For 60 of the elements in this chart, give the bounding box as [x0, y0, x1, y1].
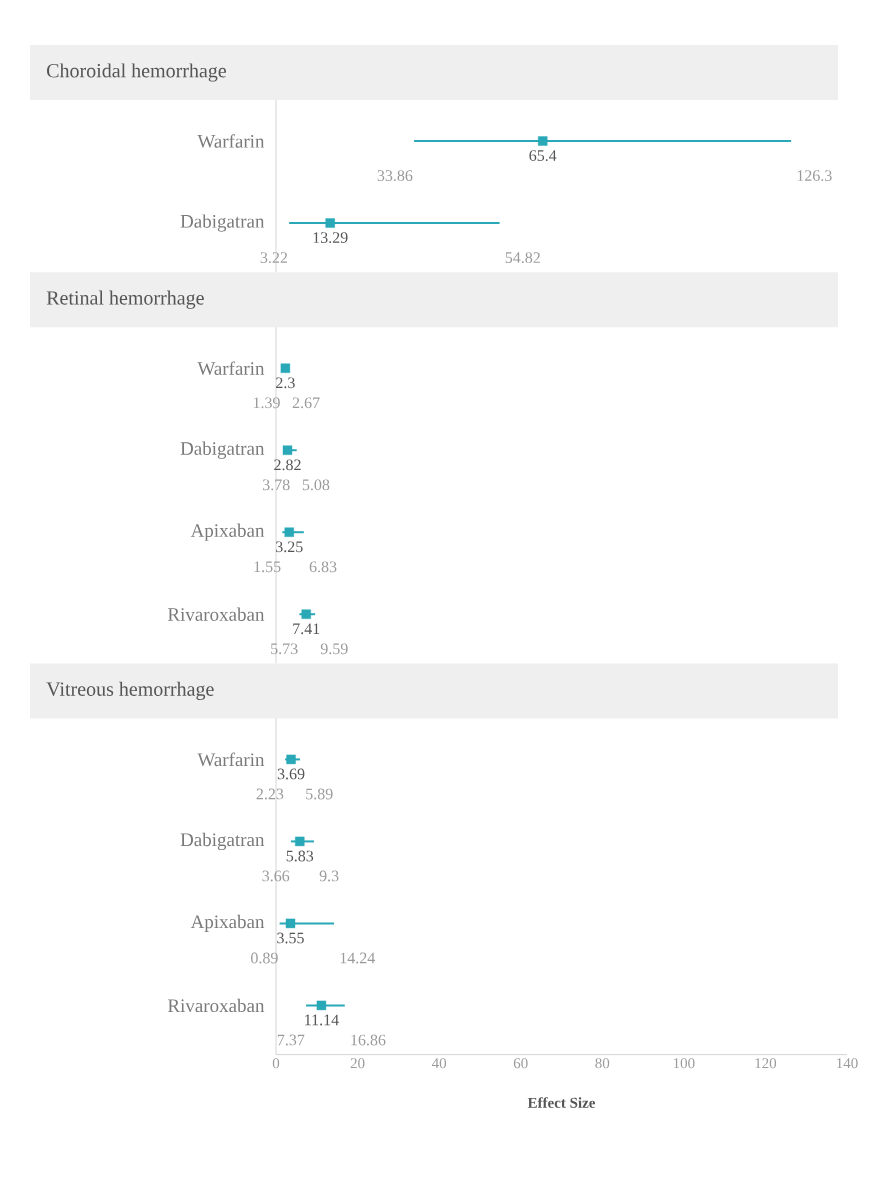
data-label: 11.14	[305, 1014, 339, 1026]
annotation: 16.86	[351, 1034, 386, 1046]
annotation: 9.3	[319, 870, 339, 882]
y-tick-label: Rivaroxaban	[167, 607, 265, 621]
x-axis-title: Effect Size	[527, 1097, 596, 1108]
point	[282, 445, 293, 455]
y-tick-label: Warfarin	[197, 134, 265, 148]
annotation: 5.89	[306, 788, 333, 800]
annotation: 2.23	[256, 788, 284, 800]
y-tick-label: Apixaban	[190, 914, 265, 933]
annotation: 3.66	[262, 870, 290, 882]
x-tick-label: 80	[595, 1058, 610, 1069]
annotation: 5.08	[302, 479, 330, 491]
y-tick-label: Warfarin	[197, 361, 265, 376]
point	[280, 363, 291, 373]
point	[316, 1000, 327, 1011]
data-label: 3.25	[276, 541, 303, 553]
y-tick-label: Warfarin	[197, 752, 265, 767]
x-tick-label: 100	[673, 1058, 695, 1069]
x-tick-label: 40	[431, 1058, 447, 1069]
annotation: 3.22	[260, 252, 288, 264]
annotation: 126.3	[797, 170, 832, 182]
data-label: 3.55	[277, 932, 304, 944]
point	[301, 609, 311, 619]
point	[286, 754, 296, 765]
annotation: 3.78	[262, 479, 290, 491]
annotation: 33.86	[377, 170, 413, 182]
annotation: 1.55	[254, 561, 281, 573]
chart-title: Vitreous hemorrhage	[46, 681, 214, 700]
x-tick-label: 20	[350, 1058, 365, 1069]
y-tick-label: Rivaroxaban	[167, 998, 265, 1013]
annotation: 1.39	[253, 397, 280, 409]
x-tick-label: 120	[755, 1058, 777, 1069]
annotation: 5.73	[271, 643, 298, 655]
annotation: 7.37	[277, 1034, 305, 1046]
chart-title: Choroidal hemorrhage	[47, 63, 227, 82]
x-tick-label: 0	[272, 1058, 280, 1069]
data-label: 13.29	[313, 232, 348, 244]
point	[285, 918, 296, 929]
y-tick-label: Dabigatran	[180, 441, 265, 459]
y-tick-label: Dabigatran	[180, 214, 265, 232]
point	[284, 527, 294, 537]
data-label: 65.4	[529, 150, 557, 162]
data-label: 5.83	[286, 850, 314, 862]
annotation: 0.89	[251, 952, 278, 964]
annotation: 9.59	[320, 643, 348, 655]
point	[295, 836, 305, 847]
chart-title: Retinal hemorrhage	[46, 290, 204, 309]
data-label: 3.69	[277, 768, 305, 780]
y-tick-label: Apixaban	[190, 523, 265, 541]
y-tick-label: Dabigatran	[180, 832, 265, 851]
annotation: 14.24	[340, 952, 376, 964]
data-label: 2.3	[276, 377, 295, 389]
data-label: 2.82	[274, 459, 301, 471]
annotation: 2.67	[292, 397, 320, 409]
annotation: 54.82	[505, 252, 540, 264]
x-tick-label: 140	[837, 1058, 858, 1069]
data-label: 7.41	[293, 623, 320, 635]
x-tick-label: 60	[513, 1058, 528, 1069]
annotation: 6.83	[309, 561, 337, 573]
